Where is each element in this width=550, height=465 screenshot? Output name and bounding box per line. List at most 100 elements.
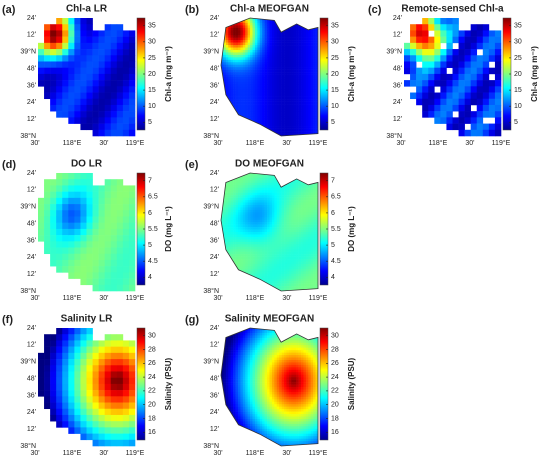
map-cell [262, 77, 265, 80]
map-cell [286, 251, 290, 255]
map-cell [235, 91, 239, 95]
map-cell [315, 116, 318, 120]
map-cell [228, 131, 231, 134]
map-cell [279, 131, 282, 134]
map-cell [452, 117, 459, 124]
map-cell [291, 121, 295, 125]
map-cell [288, 49, 292, 53]
map-cell [296, 197, 299, 201]
map-cell [62, 383, 69, 391]
map-cell [128, 253, 136, 261]
map-cell [50, 179, 57, 186]
x-tick-label: 118°E [246, 139, 265, 147]
map-cell [288, 212, 292, 216]
map-cell [281, 111, 285, 115]
map-cell [293, 241, 297, 245]
map-cell [288, 288, 292, 291]
map-cell [315, 69, 318, 73]
map-cell [308, 271, 312, 275]
map-cell [274, 57, 278, 61]
map-cell [74, 55, 81, 62]
map-cell [303, 86, 307, 90]
map-cell [240, 27, 244, 31]
map-cell [230, 246, 234, 250]
map-cell [259, 259, 263, 262]
map-cell [98, 247, 105, 255]
map-cell [293, 74, 297, 78]
map-cell [252, 32, 256, 36]
map-cell [476, 117, 484, 124]
map-cell [86, 241, 93, 248]
map-cell [62, 247, 69, 255]
map-cell [288, 241, 292, 245]
map-cell [293, 86, 297, 90]
map-cell [250, 86, 253, 90]
map-cell [44, 241, 51, 248]
map-cell [301, 106, 304, 110]
map-cell [308, 113, 312, 117]
map-cell [259, 234, 263, 238]
map-cell [233, 249, 236, 252]
map-cell [303, 81, 307, 85]
map-cell [242, 212, 246, 216]
map-cell [298, 104, 302, 107]
map-cell [274, 244, 278, 248]
map-cell [116, 191, 124, 199]
map-cell [257, 256, 261, 260]
map-cell [223, 273, 227, 277]
map-cell [250, 104, 253, 107]
map-cell [303, 27, 307, 31]
map-cell [267, 22, 270, 26]
map-cell [274, 27, 278, 31]
map-cell [264, 101, 268, 105]
map-cell [257, 35, 261, 38]
map-cell [250, 212, 253, 216]
map-cell [242, 185, 246, 189]
map-cell [225, 91, 229, 95]
map-cell [296, 222, 299, 225]
map-cell [298, 101, 302, 105]
map-cell [315, 182, 318, 186]
map-cell [50, 104, 57, 112]
map-cell [464, 111, 471, 118]
map-cell [288, 20, 292, 24]
map-cell [422, 61, 429, 68]
map-cell [259, 20, 263, 24]
map-cell [313, 283, 316, 287]
map-cell [44, 390, 51, 397]
map-cell [68, 111, 75, 118]
map-cell [281, 288, 285, 291]
map-cell [458, 111, 465, 118]
map-cell [225, 106, 229, 110]
map-cell [313, 263, 316, 267]
map-cell [288, 94, 292, 97]
map-cell [269, 214, 273, 218]
map-cell [267, 74, 270, 78]
y-tick-label: 38°N [203, 287, 219, 295]
y-tick-label: 39°N [20, 203, 36, 211]
map-cell [68, 18, 75, 25]
map-cell [240, 177, 244, 181]
map-cell [488, 129, 496, 137]
map-cell [235, 30, 239, 34]
map-cell [315, 244, 318, 248]
map-cell [410, 24, 417, 31]
map-cell [271, 204, 275, 208]
map-cell [237, 276, 241, 280]
map-cell [252, 35, 256, 38]
map-cell [228, 59, 231, 63]
map-cell [254, 118, 258, 122]
map-cell [482, 24, 490, 31]
map-cell [254, 126, 258, 129]
map-cell [422, 104, 429, 112]
map-cell [242, 111, 246, 115]
map-cell [313, 259, 316, 262]
map-cell [56, 365, 63, 372]
map-cell [98, 427, 105, 434]
map-cell [242, 94, 246, 97]
map-cell [228, 123, 231, 127]
map-cell [221, 244, 224, 248]
map-cell [293, 232, 297, 235]
map-cell [240, 131, 244, 134]
map-cell [288, 207, 292, 211]
